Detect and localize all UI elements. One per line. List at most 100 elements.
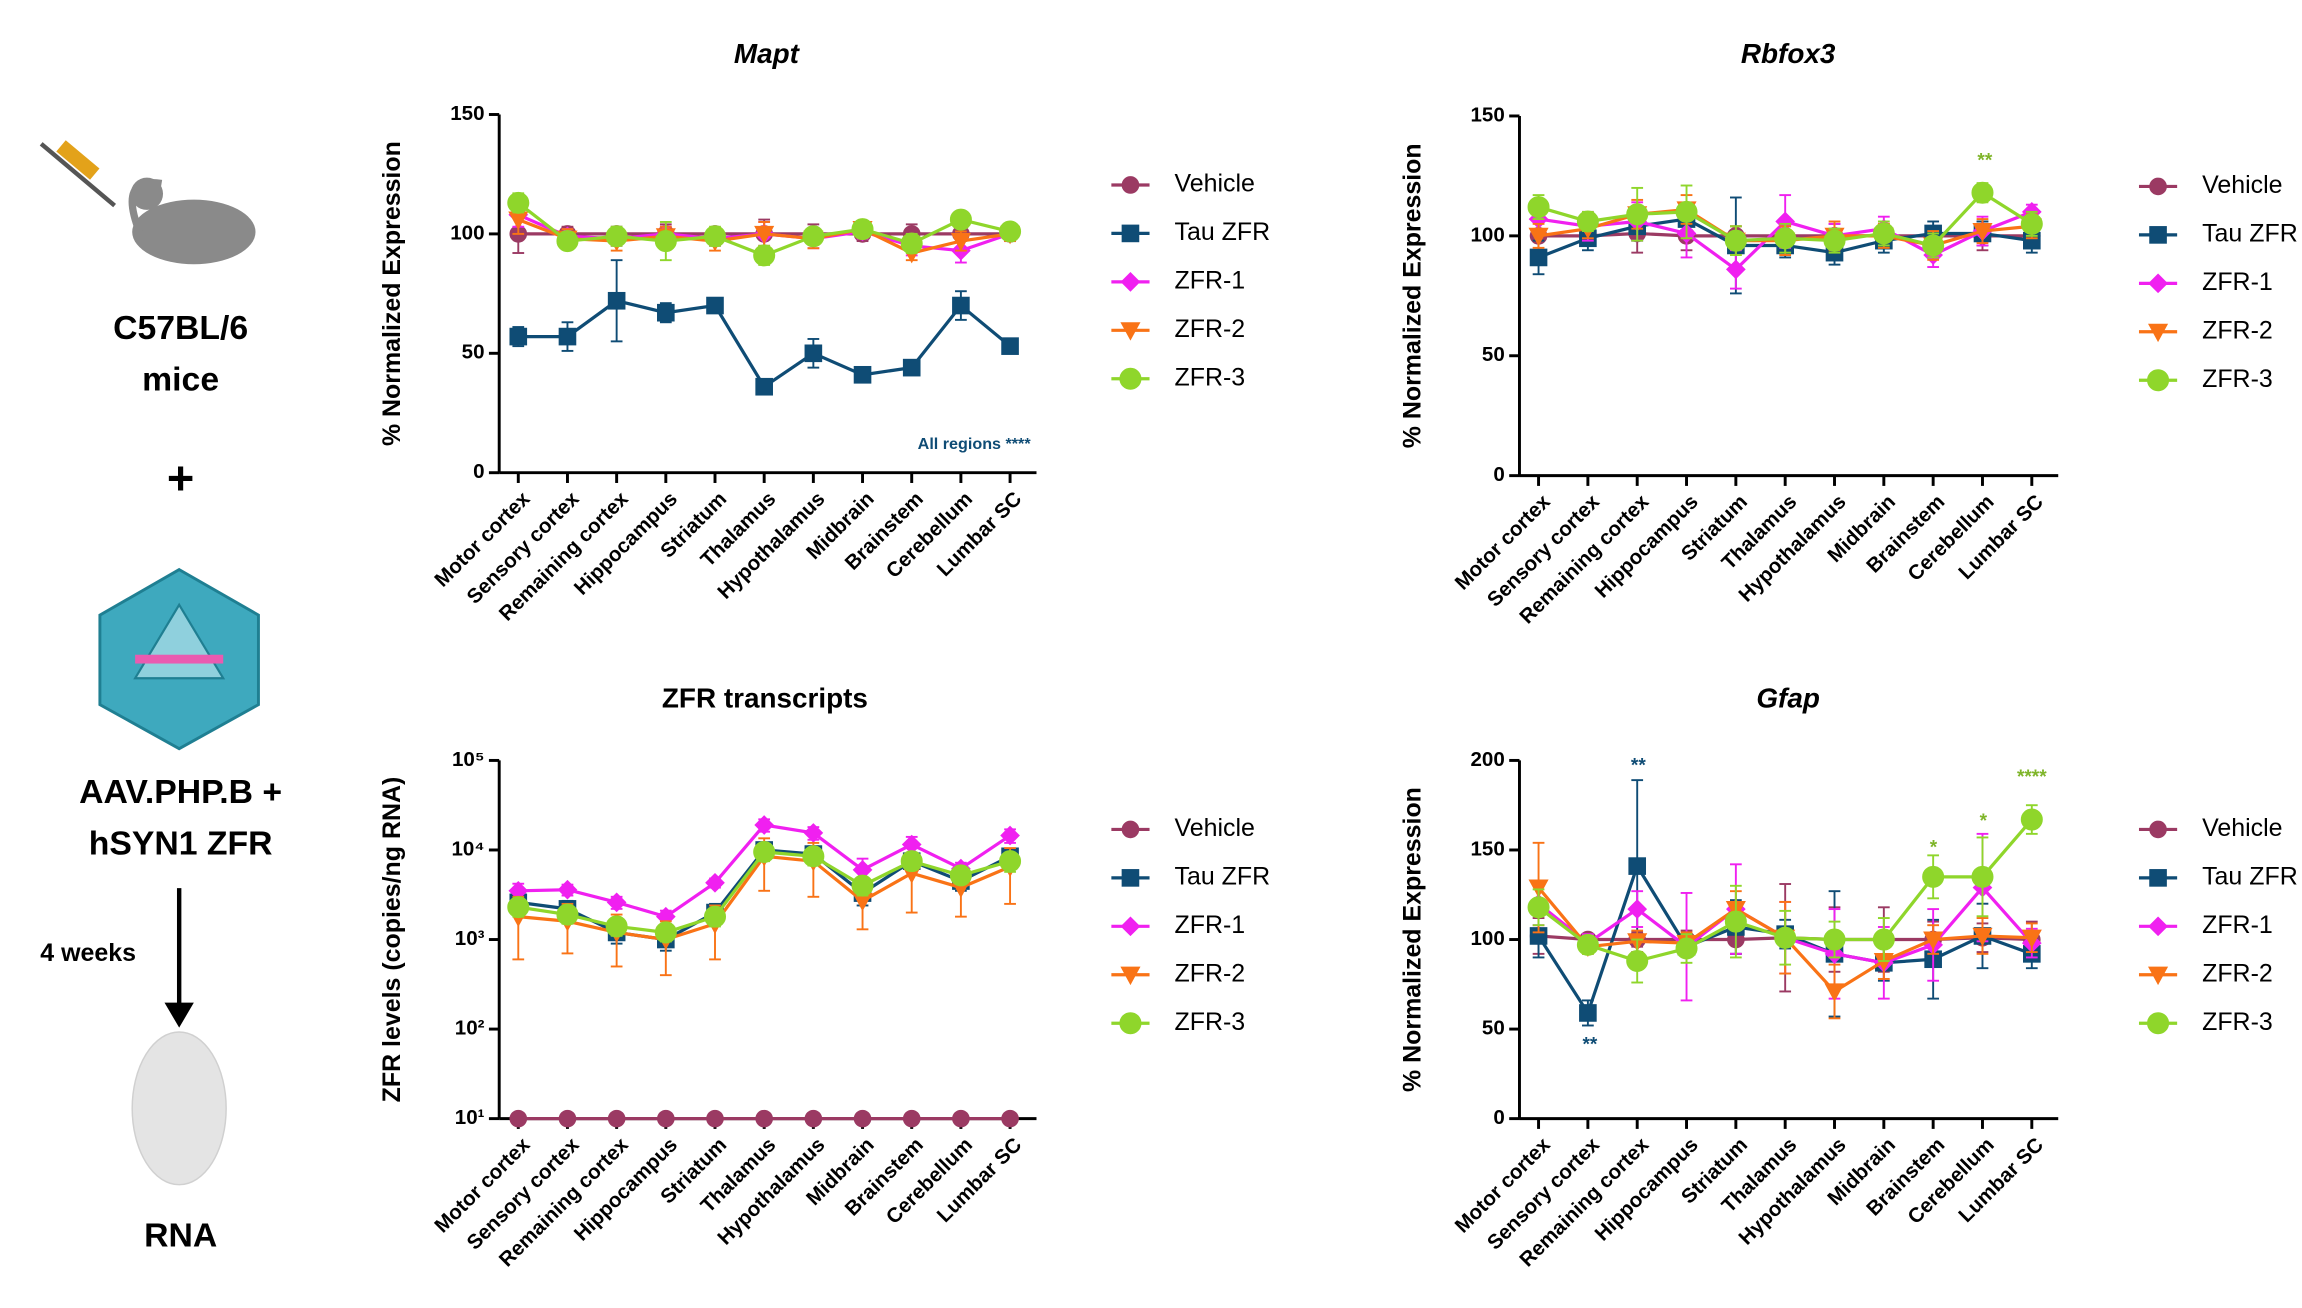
- marker: [606, 892, 627, 913]
- marker: [556, 230, 579, 253]
- strain-line: mice: [142, 361, 219, 399]
- marker: [706, 1109, 724, 1128]
- annotation: **: [1583, 1034, 1598, 1055]
- annotation: *: [1980, 811, 1988, 832]
- y-tick-label: 150: [450, 102, 484, 125]
- marker: [1628, 857, 1647, 875]
- marker: [949, 864, 972, 887]
- marker: [1119, 367, 1142, 390]
- marker: [556, 903, 579, 926]
- marker: [950, 232, 971, 252]
- marker: [754, 225, 775, 245]
- plus-sign: +: [167, 451, 194, 504]
- legend-label: Tau ZFR: [1174, 218, 1270, 246]
- marker: [803, 823, 824, 843]
- marker: [2147, 369, 2170, 392]
- marker: [755, 1109, 773, 1128]
- marker: [1001, 337, 1019, 355]
- marker: [2020, 808, 2043, 831]
- marker: [1971, 865, 1994, 888]
- y-tick-label: 100: [1470, 927, 1504, 950]
- marker: [900, 850, 923, 873]
- legend-label: Tau ZFR: [2202, 862, 2298, 890]
- marker: [1120, 966, 1141, 986]
- y-tick-label: 50: [1482, 1016, 1505, 1039]
- annotation: All regions ****: [918, 435, 1032, 453]
- marker: [1119, 1012, 1142, 1035]
- marker: [2149, 820, 2167, 839]
- marker: [753, 244, 776, 267]
- syringe-fluid: [56, 140, 100, 180]
- marker: [1120, 272, 1141, 292]
- marker: [902, 358, 921, 377]
- marker: [999, 850, 1022, 873]
- marker: [802, 225, 825, 248]
- marker: [1675, 200, 1698, 223]
- marker: [1872, 222, 1895, 245]
- marker: [507, 896, 530, 919]
- legend-label: ZFR-1: [1174, 266, 1245, 294]
- marker: [557, 879, 578, 900]
- y-axis-label: % Normalized Expression: [1398, 143, 1426, 448]
- legend-label: ZFR-1: [2202, 911, 2273, 939]
- legend-label: ZFR-3: [2202, 365, 2273, 393]
- y-tick-label: 10⁴: [451, 837, 484, 860]
- annotation: *: [1930, 838, 1938, 859]
- marker: [952, 1109, 970, 1128]
- marker: [1121, 176, 1140, 194]
- marker: [2149, 869, 2167, 887]
- marker: [1626, 203, 1649, 226]
- marker: [1121, 224, 1140, 243]
- legend-label: Tau ZFR: [2202, 219, 2298, 247]
- marker: [804, 1109, 823, 1128]
- y-tick-label: 0: [1493, 1106, 1504, 1129]
- readout-label: RNA: [144, 1216, 217, 1254]
- marker: [1627, 899, 1648, 919]
- marker: [1972, 222, 1993, 242]
- legend-label: Vehicle: [1174, 170, 1254, 198]
- marker: [2020, 212, 2043, 235]
- marker: [706, 296, 724, 315]
- legend-label: ZFR-2: [2202, 959, 2273, 987]
- arrow-head: [164, 1002, 194, 1028]
- marker: [1579, 1004, 1597, 1022]
- legend-label: ZFR-1: [2202, 268, 2273, 296]
- legend-label: Tau ZFR: [1174, 862, 1270, 890]
- marker: [851, 218, 874, 241]
- marker: [1922, 234, 1945, 257]
- marker: [2149, 177, 2167, 196]
- legend-label: ZFR-3: [1174, 1008, 1245, 1036]
- y-tick-label: 10⁵: [452, 748, 485, 771]
- marker: [1726, 259, 1746, 280]
- marker: [654, 230, 677, 253]
- transgene: [135, 654, 224, 664]
- marker: [2148, 273, 2168, 294]
- marker: [2021, 929, 2042, 949]
- y-tick-label: 200: [1470, 748, 1504, 771]
- marker: [607, 291, 626, 310]
- marker: [703, 225, 727, 248]
- chart-title: Rbfox3: [1741, 38, 1836, 69]
- marker: [1001, 1109, 1019, 1128]
- y-tick-label: 10³: [455, 927, 485, 950]
- marker: [558, 327, 577, 346]
- marker: [755, 377, 773, 396]
- marker: [949, 208, 972, 231]
- y-tick-label: 100: [1470, 223, 1504, 246]
- marker: [1774, 926, 1797, 949]
- marker: [1121, 820, 1140, 839]
- annotation: **: [1631, 755, 1646, 776]
- marker: [1823, 229, 1846, 252]
- legend-label: Vehicle: [2202, 171, 2282, 199]
- y-tick-label: 10¹: [455, 1106, 485, 1129]
- marker: [2147, 1012, 2170, 1035]
- syringe: [39, 142, 116, 208]
- marker: [1724, 229, 1747, 252]
- chart: ZFR transcripts ZFR levels (copies/ng RNA…: [378, 683, 1270, 1272]
- marker: [999, 220, 1022, 243]
- marker: [607, 1109, 626, 1128]
- marker: [1000, 825, 1020, 846]
- legend-label: ZFR-2: [1174, 315, 1245, 343]
- marker: [2148, 966, 2169, 986]
